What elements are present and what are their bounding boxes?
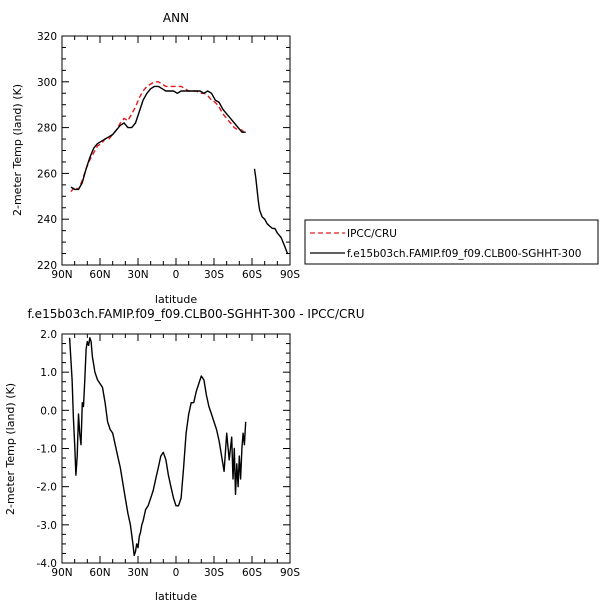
bottom-y-tick-label: -3.0	[37, 520, 58, 532]
top-x-tick-label: 30N	[127, 269, 148, 281]
bottom-x-tick-label: 30N	[127, 567, 148, 579]
bottom-y-tick-label: 0.0	[40, 405, 57, 417]
bottom-x-tick-label: 30S	[204, 567, 224, 579]
bottom-x-tick-label: 0	[173, 567, 180, 579]
bottom-chart-axes: 90N 60N 30N 0 30S 60S 90S -4.0 -3.0 -2.0 -1.0 0.0 1.…	[37, 329, 301, 579]
top-chart-series	[70, 81, 289, 254]
bottom-chart-plot-frame	[61, 333, 291, 564]
bottom-chart-panel: f.e15b03ch.FAMIP.f09_f09.CLB00-SGHHT-300…	[4, 307, 364, 603]
bottom-chart-y-axis-label: 2-meter Temp (land) (K)	[4, 383, 17, 515]
bottom-chart-title: f.e15b03ch.FAMIP.f09_f09.CLB00-SGHHT-300…	[28, 307, 365, 321]
bottom-chart-x-axis-label: latitude	[155, 590, 197, 603]
top-x-tick-label: 60S	[242, 269, 262, 281]
bottom-x-tick-label: 60N	[89, 567, 110, 579]
legend-label-model: f.e15b03ch.FAMIP.f09_f09.CLB00-SGHHT-300	[347, 248, 581, 260]
top-y-tick-label: 320	[37, 31, 57, 43]
bottom-y-tick-label: 1.0	[40, 367, 57, 379]
top-y-tick-label: 220	[37, 260, 57, 272]
top-chart-plot-frame	[61, 35, 291, 266]
top-y-tick-label: 300	[37, 77, 57, 89]
top-chart-panel: ANN 2-meter Temp (land) (K) latitude 90N…	[11, 11, 300, 306]
top-chart-y-axis-label: 2-meter Temp (land) (K)	[11, 84, 24, 216]
top-x-tick-label: 0	[173, 269, 180, 281]
bottom-y-tick-label: -1.0	[37, 444, 58, 456]
top-y-tick-label: 240	[37, 214, 57, 226]
top-y-tick-label: 280	[37, 123, 57, 135]
top-chart-legend: IPCC/CRU f.e15b03ch.FAMIP.f09_f09.CLB00-…	[304, 219, 599, 265]
top-chart-title: ANN	[163, 11, 189, 25]
bottom-y-tick-label: 2.0	[40, 329, 57, 341]
bottom-x-tick-label: 90S	[280, 567, 300, 579]
top-x-tick-label: 90S	[280, 269, 300, 281]
top-series-line-1	[70, 85, 289, 254]
bottom-x-tick-label: 60S	[242, 567, 262, 579]
legend-label-ipcc-cru: IPCC/CRU	[347, 228, 397, 240]
top-x-tick-label: 30S	[204, 269, 224, 281]
top-series-line-0	[70, 81, 247, 193]
bottom-x-tick-label: 90N	[51, 567, 72, 579]
top-x-tick-label: 90N	[51, 269, 72, 281]
bottom-chart-series	[68, 337, 247, 557]
bottom-y-tick-label: -2.0	[37, 482, 58, 494]
top-chart-x-axis-label: latitude	[155, 293, 197, 306]
bottom-y-tick-label: -4.0	[37, 558, 58, 570]
top-x-tick-label: 60N	[89, 269, 110, 281]
top-y-tick-label: 260	[37, 168, 57, 180]
legend-box	[304, 219, 599, 265]
bottom-series-line-0	[68, 337, 247, 557]
top-chart-axes: 90N 60N 30N 0 30S 60S 90S 220 240 260 280 300 320	[37, 31, 300, 281]
